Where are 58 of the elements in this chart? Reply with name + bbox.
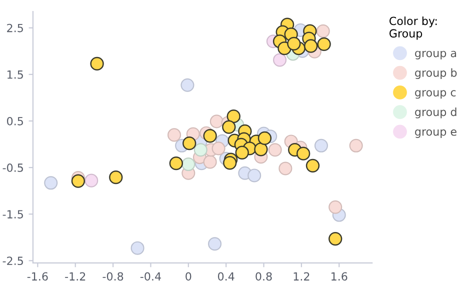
point — [248, 168, 262, 182]
point — [90, 56, 104, 71]
point — [222, 120, 236, 134]
point — [314, 138, 328, 152]
legend-label: group a — [415, 50, 456, 60]
y-tick-label: -1.5 — [2, 210, 23, 218]
y-tick-label: 2.5 — [7, 24, 23, 32]
point — [182, 136, 196, 150]
point — [203, 155, 217, 169]
point — [194, 143, 208, 157]
point — [316, 24, 330, 38]
point — [109, 170, 123, 184]
y-tick-label: -2.5 — [2, 256, 23, 266]
y-tick-label: 0.5 — [7, 116, 23, 126]
point — [296, 146, 310, 160]
point — [349, 138, 363, 152]
point — [182, 158, 196, 172]
point — [180, 78, 194, 92]
point — [208, 237, 222, 251]
point — [258, 131, 272, 146]
legend-label: group e — [415, 129, 456, 138]
y-tick-label: -0.5 — [2, 164, 23, 172]
point — [226, 109, 240, 124]
point — [306, 158, 320, 173]
point — [278, 162, 292, 176]
point — [328, 200, 342, 214]
x-tick-label: -1.6 — [27, 272, 48, 281]
x-tick-label: 1.2 — [294, 272, 310, 280]
legend-label: group d — [415, 108, 456, 118]
point — [287, 36, 301, 51]
point — [212, 142, 226, 156]
point — [273, 53, 287, 67]
point — [254, 142, 268, 156]
point — [304, 39, 318, 53]
point — [71, 174, 86, 188]
y-tick-label: 1.5 — [7, 70, 23, 79]
legend-label: group c — [415, 90, 456, 99]
point — [235, 146, 249, 160]
x-tick-label: 0 — [186, 272, 192, 281]
point — [130, 241, 144, 255]
point — [168, 128, 182, 142]
x-tick-label: 0.4 — [218, 272, 234, 281]
point — [268, 143, 282, 157]
x-tick-label: -0.4 — [140, 272, 161, 281]
point — [203, 129, 217, 143]
point — [328, 232, 342, 246]
x-tick-label: -0.8 — [102, 272, 124, 281]
point — [210, 114, 224, 128]
x-tick-label: -1.2 — [65, 272, 86, 280]
x-tick-label: 1.6 — [332, 272, 348, 281]
point — [44, 176, 58, 190]
point — [84, 174, 98, 188]
x-tick-label: 0.8 — [256, 272, 272, 281]
point — [169, 156, 183, 170]
legend-title: Color by: Group — [389, 16, 437, 40]
point — [317, 37, 331, 51]
point — [223, 156, 237, 170]
legend-label: group b — [415, 68, 457, 80]
